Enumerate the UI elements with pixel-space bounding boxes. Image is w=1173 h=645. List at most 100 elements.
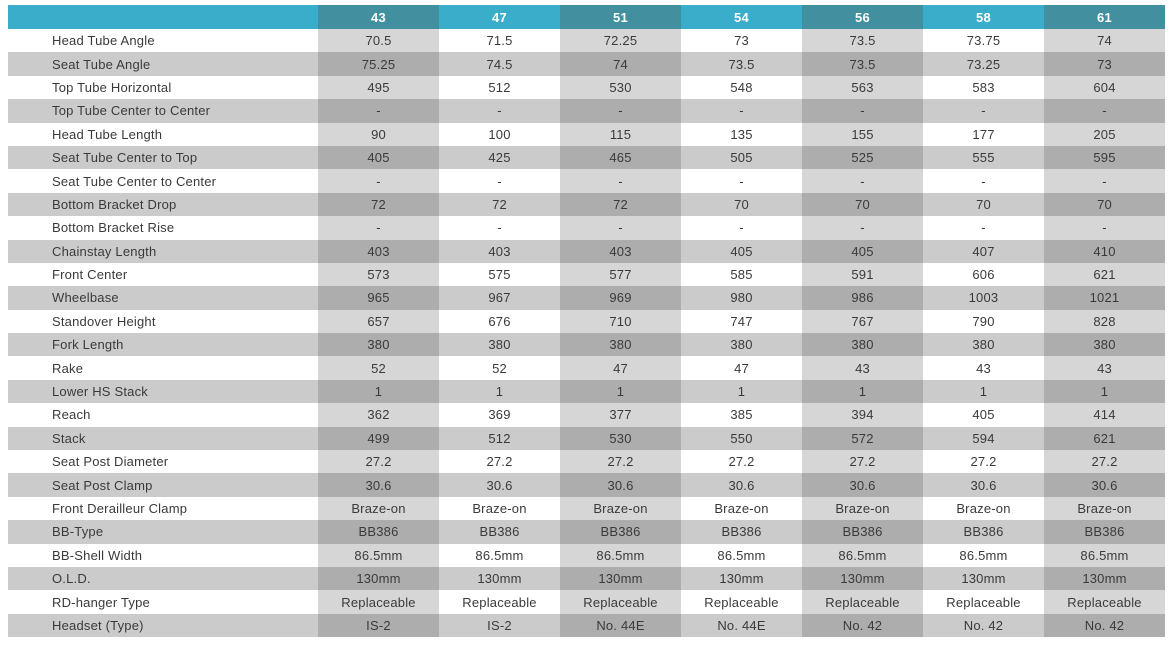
value-cell: 27.2 — [486, 454, 513, 470]
value-cell: 30.6 — [802, 473, 923, 497]
value-cell: - — [802, 216, 923, 240]
value-cell: BB386 — [318, 520, 439, 544]
table-row: Top Tube Horizontal 495 512 530 548 563 583 604 — [8, 75, 1165, 100]
value-cell: - — [318, 169, 439, 193]
row-label: Bottom Bracket Rise — [52, 220, 175, 236]
value-cell: 30.6 — [1044, 473, 1165, 497]
value-cell: No. 42 — [1044, 613, 1165, 638]
value-cell: 380 — [318, 333, 439, 357]
row-label: Chainstay Length — [52, 243, 157, 259]
value-cell: 47 — [560, 356, 681, 380]
value-cell: 30.6 — [486, 477, 513, 493]
row-label: Wheelbase — [52, 290, 119, 306]
value-cell: 555 — [972, 150, 995, 166]
value-cell: - — [981, 220, 986, 236]
value-cell: 72 — [560, 192, 681, 217]
value-cell: 394 — [802, 403, 923, 427]
value-cell: No. 42 — [963, 617, 1004, 633]
value-cell: 550 — [730, 430, 753, 446]
value-cell: 155 — [802, 122, 923, 146]
value-cell: 563 — [802, 75, 923, 100]
value-cell: 967 — [488, 290, 511, 306]
value-cell: - — [1044, 169, 1165, 193]
size-header-cell: 56 — [802, 5, 923, 29]
value-cell: 72 — [318, 192, 439, 217]
value-cell: 71.5 — [486, 33, 513, 49]
row-label: Top Tube Horizontal — [52, 79, 172, 95]
value-cell: 986 — [802, 286, 923, 310]
table-row: Seat Tube Center to Center - - - - - - - — [8, 169, 1165, 193]
geometry-table: 43 47 51 54 56 58 61 Head Tube Angle 70.5 71.5 72… — [8, 5, 1165, 638]
row-label: Bottom Bracket Drop — [52, 196, 177, 212]
value-cell: Replaceable — [462, 594, 537, 610]
value-cell: Replaceable — [1044, 590, 1165, 614]
table-row: Bottom Bracket Rise - - - - - - - — [8, 216, 1165, 240]
value-cell: 583 — [972, 79, 995, 95]
value-cell: 594 — [972, 430, 995, 446]
size-header-cell: 54 — [681, 5, 802, 29]
table-row: Rake 52 52 47 47 43 43 43 — [8, 356, 1165, 380]
value-cell: 86.5mm — [318, 543, 439, 567]
value-cell: 606 — [972, 267, 995, 283]
row-label: Rake — [52, 360, 84, 376]
value-cell: 75.25 — [318, 52, 439, 76]
value-cell: 425 — [488, 150, 511, 166]
value-cell: 403 — [488, 243, 511, 259]
value-cell: 1 — [560, 379, 681, 404]
table-row: Front Derailleur Clamp Braze-on Braze-on Br… — [8, 496, 1165, 521]
value-cell: Braze-on — [560, 496, 681, 521]
value-cell: - — [497, 220, 502, 236]
value-cell: - — [497, 103, 502, 119]
value-cell: 1021 — [1044, 286, 1165, 310]
value-cell: 130mm — [961, 571, 1006, 587]
value-cell: 47 — [734, 360, 749, 376]
table-row: BB-Type BB386 BB386 BB386 BB386 BB386 BB386 BB3… — [8, 520, 1165, 544]
value-cell: 52 — [318, 356, 439, 380]
table-row: Head Tube Angle 70.5 71.5 72.25 73 73.5 73.75 7… — [8, 29, 1165, 53]
value-cell: 577 — [560, 262, 681, 287]
value-cell: 72 — [492, 196, 507, 212]
value-cell: 70 — [734, 196, 749, 212]
value-cell: 74.5 — [486, 56, 513, 72]
value-cell: IS-2 — [487, 617, 512, 633]
value-cell: 405 — [802, 239, 923, 263]
value-cell: 410 — [1044, 239, 1165, 263]
value-cell: Replaceable — [318, 590, 439, 614]
value-cell: 130mm — [802, 566, 923, 591]
table-row: Seat Tube Center to Top 405 425 465 505 525 55… — [8, 145, 1165, 170]
value-cell: 380 — [802, 333, 923, 357]
value-cell: 380 — [730, 337, 753, 353]
value-cell: 27.2 — [728, 454, 755, 470]
value-cell: Replaceable — [560, 590, 681, 614]
row-label: Reach — [52, 407, 91, 423]
value-cell: 205 — [1044, 122, 1165, 146]
size-header-spacer — [8, 5, 318, 29]
value-cell: 512 — [488, 430, 511, 446]
value-cell: Braze-on — [956, 501, 1011, 516]
value-cell: 380 — [488, 337, 511, 353]
value-cell: 73.75 — [966, 33, 1001, 49]
value-cell: BB386 — [1044, 520, 1165, 544]
row-label: Headset (Type) — [52, 617, 144, 633]
value-cell: No. 44E — [560, 613, 681, 638]
value-cell: 710 — [560, 309, 681, 334]
value-cell: 130mm — [318, 566, 439, 591]
value-cell: - — [739, 103, 744, 119]
value-cell: 43 — [802, 356, 923, 380]
value-cell: Braze-on — [802, 496, 923, 521]
table-row: Seat Post Clamp 30.6 30.6 30.6 30.6 30.6 30.6 3… — [8, 473, 1165, 497]
row-label: Lower HS Stack — [52, 384, 149, 400]
value-cell: 27.2 — [970, 454, 997, 470]
row-label: Seat Tube Center to Center — [52, 173, 217, 189]
value-cell: 575 — [488, 267, 511, 283]
table-row: Seat Post Diameter 27.2 27.2 27.2 27.2 27.2 27… — [8, 450, 1165, 474]
value-cell: 130mm — [477, 571, 522, 587]
value-cell: 27.2 — [1044, 450, 1165, 474]
value-cell: Replaceable — [802, 590, 923, 614]
value-cell: 1 — [1044, 379, 1165, 404]
value-cell: 115 — [560, 122, 681, 146]
value-cell: 657 — [318, 309, 439, 334]
value-cell: 573 — [318, 262, 439, 287]
row-label: Fork Length — [52, 337, 124, 353]
value-cell: Replaceable — [704, 594, 779, 610]
